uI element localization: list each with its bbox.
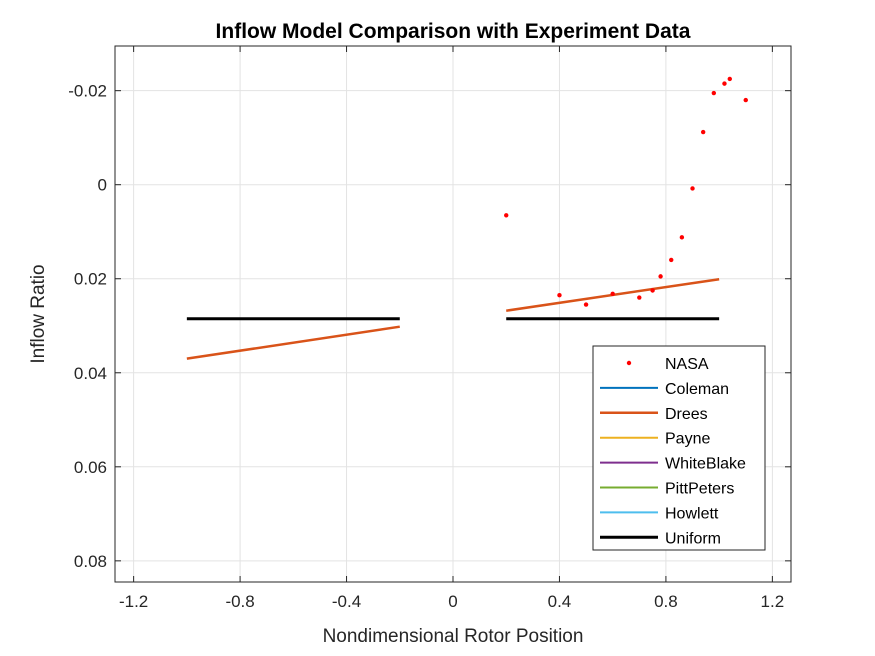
y-tick-label: -0.02 [68,82,107,101]
nasa-data-point [583,302,589,307]
legend-box [592,345,766,551]
x-tick-label: -1.2 [119,592,148,611]
y-axis-label: Inflow Ratio [28,264,49,363]
nasa-data-point [711,90,717,96]
legend: NASA Coleman Drees Payne WhiteBlake PittPeter… [592,345,766,551]
legend-label-pittpeters: PittPeters [665,481,734,498]
x-tick-label: 0 [448,592,457,611]
nasa-data-point [727,76,732,82]
x-axis-label: Nondimensional Rotor Position [323,626,584,647]
legend-label-drees: Drees [665,406,708,423]
x-tick-label: 0.8 [654,592,678,611]
y-tick-label: 0.04 [74,364,107,383]
x-tick-label: 1.2 [761,592,785,611]
legend-label-nasa: NASA [665,356,709,373]
nasa-data-point [557,292,562,298]
nasa-data-point [658,274,663,279]
nasa-points [504,76,748,307]
grid-lines [115,46,791,582]
axis-ticks: -1.2 -0.8 -0.4 0 0.4 0.8 1.2 -0.02 0 0.02 0.04 0.06… [68,46,791,611]
nasa-data-point [700,129,706,135]
nasa-data-point [610,291,615,296]
nasa-data-point [690,186,695,191]
y-tick-label: 0.06 [74,458,107,477]
x-tick-label: 0.4 [548,592,572,611]
legend-label-howlett: Howlett [665,505,719,522]
y-tick-label: 0.08 [74,552,107,571]
nasa-data-point [722,81,727,86]
legend-label-uniform: Uniform [665,530,721,547]
legend-label-whiteblake: WhiteBlake [665,456,746,473]
nasa-data-point [650,288,655,293]
nasa-data-point [679,235,685,240]
nasa-data-point [669,257,674,263]
x-tick-label: -0.4 [332,592,361,611]
nasa-data-point [504,213,509,218]
legend-label-payne: Payne [665,431,710,448]
y-tick-label: 0.02 [74,270,107,289]
legend-label-coleman: Coleman [665,381,729,398]
drees-line-segment [186,325,400,360]
nasa-data-point [743,97,748,103]
y-tick-label: 0 [98,176,107,195]
legend-marker-nasa [626,360,632,366]
nasa-data-point [637,295,642,300]
chart-title: Inflow Model Comparison with Experiment … [216,20,691,43]
x-tick-label: -0.8 [225,592,254,611]
